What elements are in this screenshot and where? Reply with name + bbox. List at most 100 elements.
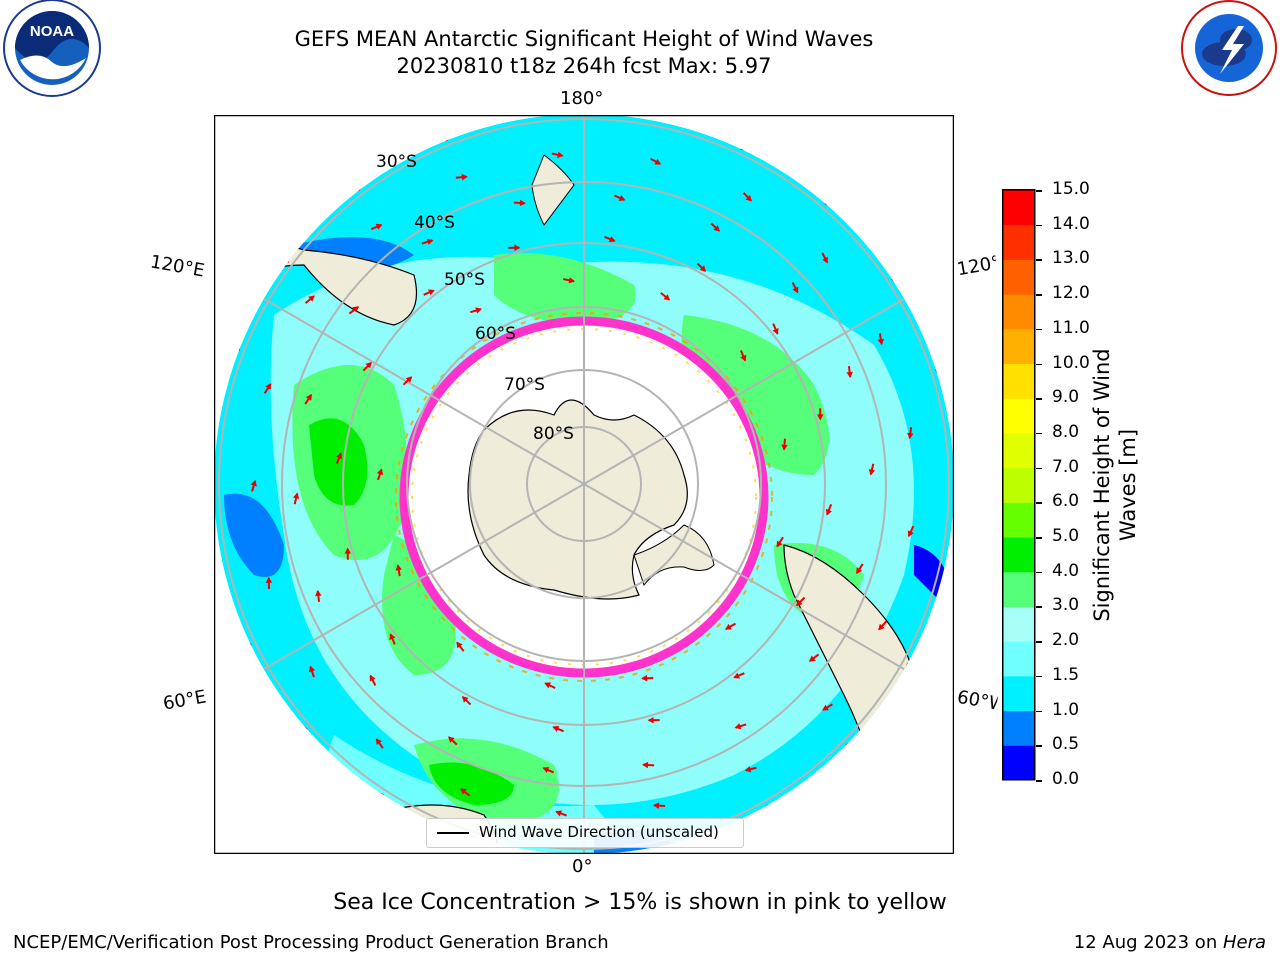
colorbar-tick-label: 14.0	[1052, 213, 1090, 234]
wave-arrow-head	[745, 194, 752, 202]
lat-label-30s: 30°S	[376, 152, 417, 172]
wave-arrow-head	[856, 567, 863, 575]
wave-arrow-head	[654, 158, 662, 165]
wave-arrow-head	[395, 564, 402, 571]
wave-arrow-head	[907, 530, 914, 538]
wave-arrow-head	[405, 376, 413, 383]
lat-label-40s: 40°S	[414, 213, 455, 233]
colorbar-tick-mark	[1036, 294, 1042, 296]
wave-arrow-head	[725, 623, 732, 630]
colorbar-tick-mark	[1036, 502, 1042, 504]
wave-arrow-head	[344, 547, 352, 554]
plot-title-line2: 20230810 t18z 264h fcst Max: 5.97	[396, 54, 772, 78]
wave-arrow-head	[461, 173, 468, 181]
colorbar-tick-label: 0.0	[1052, 769, 1080, 789]
colorbar-tick-mark	[1036, 467, 1042, 470]
colorbar-segment	[1003, 745, 1035, 781]
colorbar-segment	[1003, 502, 1035, 538]
noaa-logo-text: NOAA	[30, 23, 74, 40]
colorbar-tick-mark	[1036, 641, 1042, 643]
lon-label-120e: 120°E	[148, 251, 207, 282]
map-frame	[214, 115, 954, 854]
wave-arrow-head	[544, 682, 551, 689]
wave-arrow-head	[265, 383, 272, 390]
colorbar-tick-label: 13.0	[1052, 248, 1090, 269]
footer-date: 12 Aug 2023 on Hera	[1074, 932, 1266, 953]
wave-arrow-head	[641, 675, 648, 682]
map-legend: Wind Wave Direction (unscaled)	[426, 818, 744, 848]
wave-arrow-head	[426, 238, 434, 245]
colorbar-tick-mark	[1036, 710, 1042, 713]
colorbar-tick-mark	[1036, 398, 1042, 400]
colorbar-tick-label: 5.0	[1052, 526, 1080, 547]
colorbar-tick-mark	[1036, 675, 1042, 678]
lat-label-60s: 60°S	[475, 324, 516, 344]
lat-label-80s: 80°S	[533, 424, 574, 444]
wave-arrow-head	[428, 289, 435, 296]
lat-label-70s: 70°S	[504, 375, 545, 395]
lon-label-60w: 60°W	[955, 686, 999, 715]
colorbar-tick-label: 6.0	[1052, 491, 1080, 512]
colorbar-tick-label: 8.0	[1052, 421, 1080, 442]
wave-arrow-head	[740, 354, 747, 362]
colorbar-segment	[1003, 467, 1035, 503]
colorbar-segment	[1003, 641, 1035, 677]
wave-arrow-head	[555, 810, 562, 817]
colorbar-tick-mark	[1036, 328, 1042, 331]
wave-arrow-head	[653, 802, 660, 809]
colorbar-segment	[1003, 363, 1035, 399]
wave-arrow-head	[375, 738, 382, 746]
wave-arrow-head	[663, 294, 671, 301]
wave-arrow-head	[292, 492, 300, 499]
longitude-grid	[214, 115, 954, 854]
wave-arrow-head	[460, 788, 467, 795]
colorbar-segment	[1003, 537, 1035, 573]
wave-arrow-head	[519, 199, 526, 207]
wave-arrow-head	[868, 469, 876, 476]
wave-arrow-head	[846, 371, 853, 379]
wave-arrow-head	[776, 540, 783, 548]
plot-title-line1: GEFS MEAN Antarctic Significant Height o…	[294, 27, 874, 51]
wave-arrow-head	[250, 479, 257, 487]
wave-arrow-head	[557, 151, 564, 158]
colorbar-segment	[1003, 606, 1035, 642]
wave-arrow-head	[825, 508, 832, 516]
wave-arrow-head	[608, 236, 616, 243]
colorbar-label: Significant Height of Wind Waves [m]	[1090, 348, 1140, 622]
colorbar-tick-mark	[1036, 537, 1042, 539]
colorbar-segment	[1003, 328, 1035, 365]
wave-arrow-head	[822, 704, 829, 711]
colorbar-tick-label: 7.0	[1052, 456, 1080, 477]
wave-arrow-head	[796, 599, 803, 607]
wave-arrow-head	[448, 736, 455, 743]
wave-arrow-head	[733, 672, 740, 679]
colorbar-tick-label: 10.0	[1052, 352, 1090, 373]
colorbar-tick-label: 2.0	[1052, 630, 1080, 651]
colorbar-segment	[1003, 259, 1035, 295]
footer-machine: Hera	[1222, 932, 1266, 953]
wave-arrow-head	[822, 256, 828, 264]
wave-arrow-head	[618, 195, 626, 201]
colorbar-segment	[1003, 224, 1035, 260]
wave-arrow-head	[365, 361, 372, 369]
wave-arrow-head	[308, 665, 316, 673]
nws-logo	[1181, 0, 1277, 96]
lon-label-120w: 120°W	[955, 252, 999, 281]
lon-label-0: 0°	[572, 856, 593, 877]
colorbar-segment	[1003, 571, 1035, 607]
wave-arrow-head	[792, 286, 799, 294]
new-zealand-landmass	[531, 154, 575, 226]
colorbar-tick-mark	[1036, 363, 1042, 366]
colorbar-tick-mark	[1036, 780, 1042, 782]
lat-label-50s: 50°S	[444, 270, 485, 290]
lon-label-180: 180°	[560, 88, 604, 109]
sea-ice-caption: Sea Ice Concentration > 15% is shown in …	[333, 890, 947, 915]
wave-arrow-head	[389, 633, 396, 640]
wave-arrow-head	[772, 328, 779, 335]
wave-arrow-head	[514, 244, 521, 252]
wave-arrow-head	[699, 265, 707, 272]
lon-label-60e: 60°E	[161, 686, 208, 715]
wave-arrow-head	[308, 295, 315, 302]
wave-arrow-head	[907, 432, 914, 440]
colorbar-tick-mark	[1036, 259, 1042, 261]
